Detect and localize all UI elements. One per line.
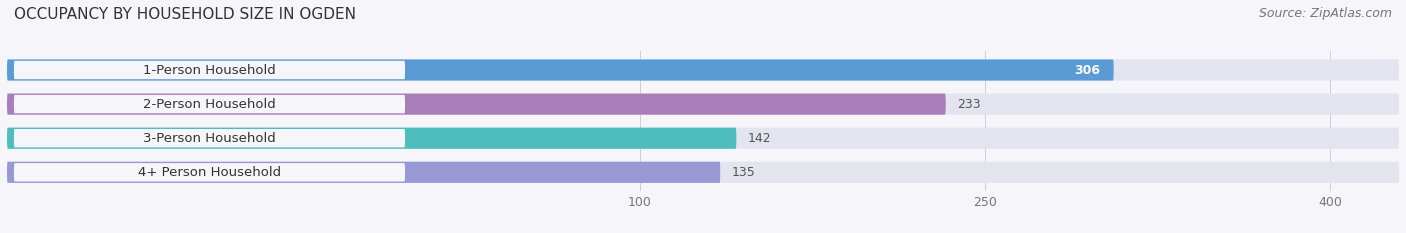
FancyBboxPatch shape (7, 162, 1399, 183)
Text: 2-Person Household: 2-Person Household (143, 98, 276, 111)
FancyBboxPatch shape (7, 93, 946, 115)
Text: OCCUPANCY BY HOUSEHOLD SIZE IN OGDEN: OCCUPANCY BY HOUSEHOLD SIZE IN OGDEN (14, 7, 356, 22)
Text: 142: 142 (748, 132, 772, 145)
Text: 306: 306 (1074, 64, 1099, 76)
FancyBboxPatch shape (7, 162, 720, 183)
FancyBboxPatch shape (14, 95, 405, 113)
FancyBboxPatch shape (14, 61, 405, 79)
Text: 233: 233 (957, 98, 981, 111)
FancyBboxPatch shape (7, 128, 1399, 149)
FancyBboxPatch shape (7, 59, 1114, 81)
FancyBboxPatch shape (7, 128, 737, 149)
Text: 1-Person Household: 1-Person Household (143, 64, 276, 76)
FancyBboxPatch shape (7, 59, 1399, 81)
Text: 3-Person Household: 3-Person Household (143, 132, 276, 145)
Text: 135: 135 (731, 166, 755, 179)
Text: 4+ Person Household: 4+ Person Household (138, 166, 281, 179)
FancyBboxPatch shape (7, 93, 1399, 115)
FancyBboxPatch shape (14, 129, 405, 147)
Text: Source: ZipAtlas.com: Source: ZipAtlas.com (1258, 7, 1392, 20)
FancyBboxPatch shape (14, 163, 405, 182)
